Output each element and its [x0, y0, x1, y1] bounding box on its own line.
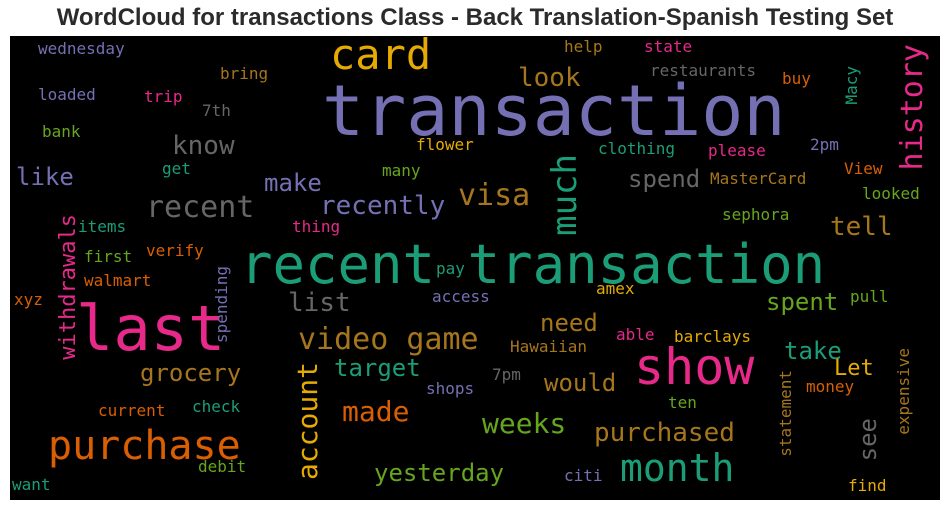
word-please: please	[708, 141, 766, 160]
word-spend: spend	[628, 165, 701, 193]
word-wednesday: wednesday	[38, 39, 125, 58]
word-help: help	[564, 37, 603, 56]
word-grocery: grocery	[140, 359, 242, 387]
word-month: month	[620, 446, 735, 490]
word-purchased: purchased	[594, 418, 735, 448]
word-make: make	[264, 169, 322, 197]
word-many: many	[382, 161, 421, 180]
word-history: history	[895, 44, 930, 171]
word-current: current	[98, 401, 166, 420]
word-target: target	[334, 354, 421, 382]
word-trip: trip	[144, 87, 183, 106]
word-recent-transaction: recent transaction	[240, 233, 826, 296]
word-clothing: clothing	[598, 139, 676, 158]
word-flower: flower	[416, 135, 474, 154]
word-pull: pull	[850, 287, 889, 306]
word-first: first	[84, 247, 133, 266]
word-two-pm: 2pm	[810, 135, 839, 154]
word-recently: recently	[320, 191, 446, 221]
word-like: like	[16, 163, 74, 191]
word-able: able	[616, 325, 655, 344]
word-let: Let	[834, 356, 874, 381]
word-card: card	[330, 36, 432, 79]
word-thing: thing	[292, 217, 341, 236]
word-would: would	[544, 369, 617, 397]
word-money: money	[806, 377, 855, 396]
word-much: much	[545, 154, 585, 236]
word-seventh: 7th	[202, 101, 231, 120]
word-hawaiian: Hawaiian	[510, 337, 588, 356]
word-ten: ten	[668, 393, 697, 412]
word-recent: recent	[146, 190, 255, 225]
word-barclays: barclays	[674, 327, 752, 346]
word-xyz: xyz	[14, 290, 43, 309]
word-walmart: walmart	[84, 271, 152, 290]
word-account: account	[291, 362, 324, 481]
word-withdrawals: withdrawals	[56, 214, 81, 360]
word-made: made	[342, 395, 410, 428]
word-spending: spending	[212, 266, 231, 344]
word-spent: spent	[766, 288, 839, 316]
word-tell: tell	[830, 212, 893, 242]
word-shops: shops	[426, 379, 475, 398]
word-yesterday: yesterday	[374, 459, 505, 487]
word-items: items	[78, 217, 127, 236]
word-looked: looked	[862, 184, 920, 203]
word-show: show	[634, 338, 755, 396]
chart-title: WordCloud for transactions Class - Back …	[56, 4, 894, 31]
word-seven-pm: 7pm	[492, 365, 521, 384]
word-video-game: video game	[298, 322, 479, 357]
word-get: get	[162, 159, 191, 178]
word-restaurants: restaurants	[650, 61, 756, 80]
word-want: want	[12, 475, 51, 494]
word-expensive: expensive	[894, 348, 913, 435]
word-access: access	[432, 287, 490, 306]
word-find: find	[848, 476, 887, 495]
word-need: need	[540, 309, 598, 337]
word-loaded: loaded	[38, 85, 96, 104]
word-bring: bring	[220, 64, 269, 83]
word-check: check	[192, 397, 241, 416]
word-transaction: transaction	[322, 70, 786, 152]
word-state: state	[644, 37, 693, 56]
word-verify: verify	[146, 241, 204, 260]
word-look: look	[518, 63, 581, 93]
word-know: know	[172, 131, 235, 161]
word-list: list	[288, 288, 351, 318]
word-last: last	[76, 292, 226, 365]
word-debit: debit	[198, 457, 247, 476]
word-purchase: purchase	[48, 423, 241, 469]
word-view: View	[844, 159, 883, 178]
word-pay: pay	[436, 259, 465, 278]
word-bank: bank	[42, 122, 81, 141]
word-macy: Macy	[842, 66, 861, 105]
word-cloud: transaction recent transaction last show…	[10, 36, 940, 500]
word-see: see	[854, 418, 882, 462]
word-sephora: sephora	[722, 205, 790, 224]
word-mastercard: MasterCard	[710, 169, 807, 188]
word-weeks: weeks	[482, 407, 567, 440]
word-visa: visa	[458, 178, 531, 213]
word-amex: amex	[596, 279, 635, 298]
word-statement: statement	[776, 370, 795, 457]
word-take: take	[784, 337, 842, 365]
word-citi: citi	[564, 466, 603, 485]
word-buy: buy	[782, 69, 811, 88]
